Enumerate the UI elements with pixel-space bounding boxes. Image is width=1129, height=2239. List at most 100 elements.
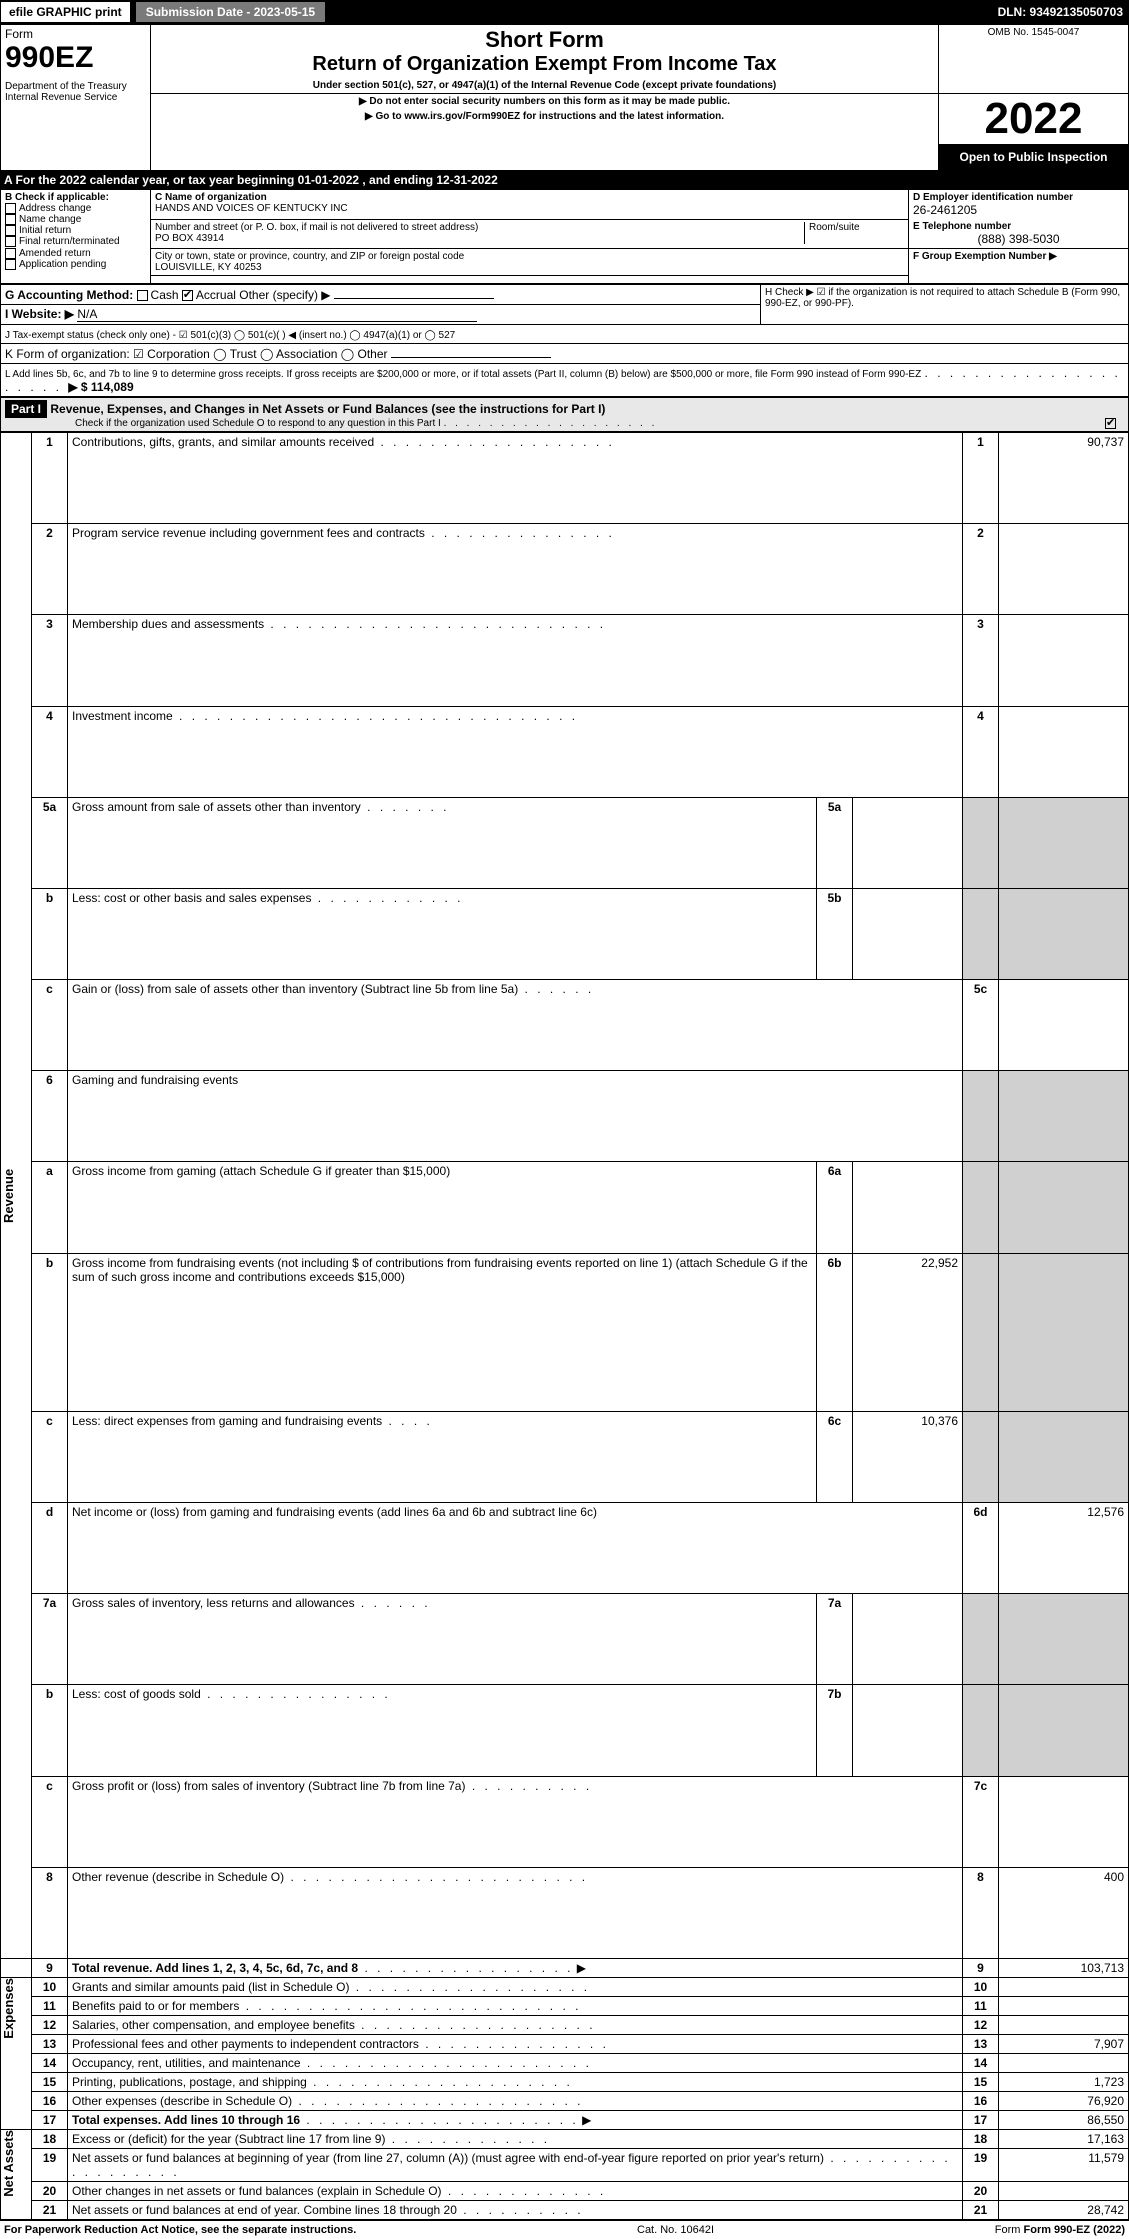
city-value: LOUISVILLE, KY 40253 — [155, 262, 904, 273]
line7c-amt — [999, 1776, 1129, 1867]
line4-amt — [999, 706, 1129, 797]
g-label: G Accounting Method: — [5, 288, 133, 302]
addr-change-checkbox[interactable] — [5, 203, 16, 214]
line6a-amt-shade — [999, 1162, 1129, 1253]
app-pending-checkbox[interactable] — [5, 259, 16, 270]
line17-num: 17 — [32, 2111, 68, 2130]
line7b-rn-shade — [963, 1685, 999, 1776]
line6b-samt: 22,952 — [853, 1253, 963, 1411]
line10-text: Grants and similar amounts paid (list in… — [68, 1978, 963, 1997]
omb-label: OMB No. 1545-0047 — [943, 27, 1124, 38]
efile-label[interactable]: efile GRAPHIC print — [0, 1, 131, 23]
line18-rn: 18 — [963, 2130, 999, 2149]
line7c-rn: 7c — [963, 1776, 999, 1867]
line14-rn: 14 — [963, 2054, 999, 2073]
section-h-cell: H Check ▶ ☑ if the organization is not r… — [761, 285, 1129, 325]
goto-note[interactable]: ▶ Go to www.irs.gov/Form990EZ for instru… — [155, 111, 934, 122]
line16-text: Other expenses (describe in Schedule O) … — [68, 2092, 963, 2111]
line12-text: Salaries, other compensation, and employ… — [68, 2016, 963, 2035]
c-label: C Name of organization — [155, 192, 904, 203]
footer: For Paperwork Reduction Act Notice, see … — [0, 2220, 1129, 2239]
section-d-e-cell: D Employer identification number 26-2461… — [909, 190, 1129, 249]
line2-num: 2 — [32, 524, 68, 615]
k-other-input[interactable] — [391, 346, 551, 358]
j-text: J Tax-exempt status (check only one) - ☑… — [5, 330, 455, 341]
k-text: K Form of organization: ☑ Corporation ◯ … — [5, 347, 388, 361]
line3-text: Membership dues and assessments . . . . … — [68, 615, 963, 706]
cash-checkbox[interactable] — [137, 290, 148, 301]
part1-lines-table: Revenue 1 Contributions, gifts, grants, … — [0, 432, 1129, 2220]
line20-amt — [999, 2182, 1129, 2201]
footer-right-bold: Form 990-EZ (2022) — [1024, 2224, 1125, 2236]
part1-schedule-o-checkbox[interactable] — [1105, 418, 1116, 429]
line6b-text: Gross income from fundraising events (no… — [68, 1253, 817, 1411]
return-title: Return of Organization Exempt From Incom… — [155, 53, 934, 76]
final-return-checkbox[interactable] — [5, 236, 16, 247]
street-value: PO BOX 43914 — [155, 233, 804, 244]
form-word: Form — [5, 27, 146, 41]
irs-label: Internal Revenue Service — [5, 92, 146, 103]
line15-num: 15 — [32, 2073, 68, 2092]
name-change-checkbox[interactable] — [5, 214, 16, 225]
under-section: Under section 501(c), 527, or 4947(a)(1)… — [155, 80, 934, 91]
revenue-side: Revenue — [1, 433, 32, 1959]
section-c-name: C Name of organization HANDS AND VOICES … — [151, 190, 909, 220]
initial-return-label: Initial return — [19, 225, 71, 236]
section-i-cell: I Website: ▶ N/A — [1, 305, 761, 325]
line6b-rn-shade — [963, 1253, 999, 1411]
line21-rn: 21 — [963, 2201, 999, 2220]
line4-num: 4 — [32, 706, 68, 797]
line7b-num: b — [32, 1685, 68, 1776]
section-k-cell: K Form of organization: ☑ Corporation ◯ … — [1, 344, 1129, 364]
d-label: D Employer identification number — [913, 192, 1124, 203]
footer-right: Form Form 990-EZ (2022) — [995, 2224, 1125, 2236]
line6d-amt: 12,576 — [999, 1503, 1129, 1594]
line6c-text: Less: direct expenses from gaming and fu… — [68, 1411, 817, 1502]
line21-num: 21 — [32, 2201, 68, 2220]
line9-rn: 9 — [963, 1959, 999, 1978]
line6b-amt-shade — [999, 1253, 1129, 1411]
section-b-cell: B Check if applicable: Address change Na… — [1, 190, 151, 284]
line3-num: 3 — [32, 615, 68, 706]
line10-amt — [999, 1978, 1129, 1997]
header-table: Form 990EZ Department of the Treasury In… — [0, 24, 1129, 171]
section-j-cell: J Tax-exempt status (check only one) - ☑… — [1, 325, 1129, 344]
open-inspection: Open to Public Inspection — [939, 144, 1128, 170]
part1-label: Part I — [5, 400, 47, 418]
title-cell: Short Form Return of Organization Exempt… — [151, 25, 939, 94]
other-specify-input[interactable] — [334, 287, 494, 299]
line18-text: Excess or (deficit) for the year (Subtra… — [68, 2130, 963, 2149]
line6a-samt — [853, 1162, 963, 1253]
website-value[interactable]: N/A — [77, 307, 477, 322]
addr-change-label: Address change — [19, 203, 91, 214]
line5b-text: Less: cost or other basis and sales expe… — [68, 888, 817, 979]
line19-amt: 11,579 — [999, 2149, 1129, 2182]
section-l-cell: L Add lines 5b, 6c, and 7b to line 9 to … — [1, 364, 1129, 397]
other-label: Other (specify) ▶ — [239, 288, 330, 302]
amended-checkbox[interactable] — [5, 248, 16, 259]
line7a-rn-shade — [963, 1594, 999, 1685]
form-number: 990EZ — [5, 41, 146, 75]
line17-text: Total expenses. Add lines 10 through 16 … — [68, 2111, 963, 2130]
line19-num: 19 — [32, 2149, 68, 2182]
accrual-checkbox[interactable] — [182, 290, 193, 301]
line21-text: Net assets or fund balances at end of ye… — [68, 2201, 963, 2220]
line18-amt: 17,163 — [999, 2130, 1129, 2149]
line5b-sn: 5b — [817, 888, 853, 979]
omb-cell: OMB No. 1545-0047 — [939, 25, 1129, 94]
line5c-amt — [999, 980, 1129, 1071]
ssn-note: ▶ Do not enter social security numbers o… — [155, 96, 934, 107]
line12-rn: 12 — [963, 2016, 999, 2035]
line8-num: 8 — [32, 1867, 68, 1958]
expenses-label: Expenses — [1, 1978, 16, 2039]
line6-amt-shade — [999, 1071, 1129, 1162]
initial-return-checkbox[interactable] — [5, 225, 16, 236]
line7b-amt-shade — [999, 1685, 1129, 1776]
line14-num: 14 — [32, 2054, 68, 2073]
line6c-amt-shade — [999, 1411, 1129, 1502]
line6c-rn-shade — [963, 1411, 999, 1502]
line7b-samt — [853, 1685, 963, 1776]
netassets-label: Net Assets — [1, 2130, 16, 2197]
line7a-samt — [853, 1594, 963, 1685]
name-change-label: Name change — [19, 214, 81, 225]
